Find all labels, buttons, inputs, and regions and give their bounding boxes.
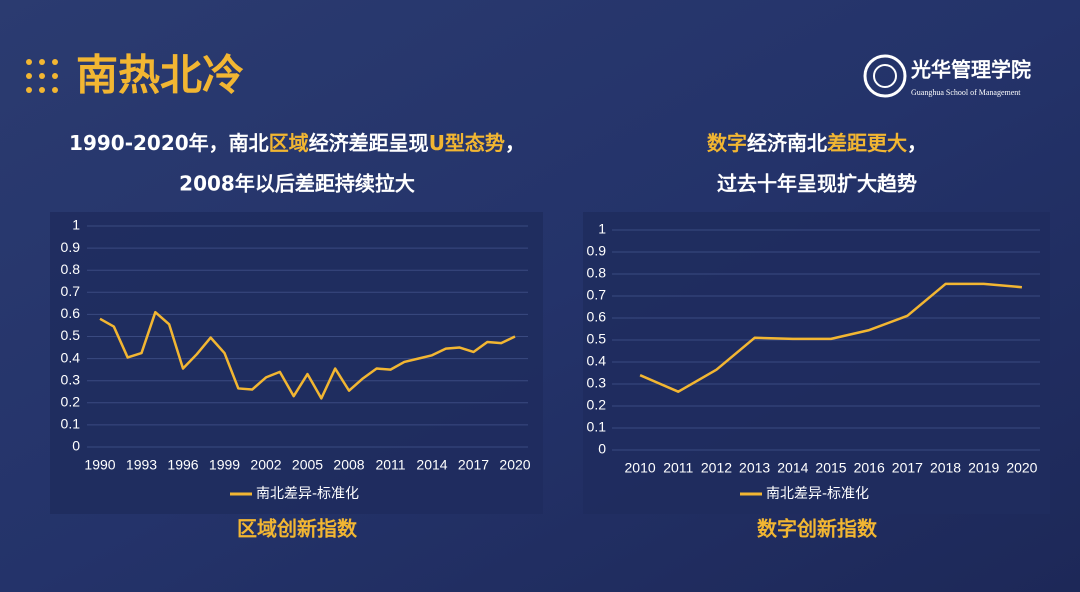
chart-caption: 区域创新指数 <box>237 517 358 541</box>
heading-segment: 1990-2020年，南北 <box>69 131 269 155</box>
y-tick-label: 0.4 <box>587 353 607 369</box>
y-tick-label: 0 <box>598 441 606 457</box>
data-line <box>99 310 516 400</box>
y-tick-label: 1 <box>598 221 606 237</box>
y-tick-label: 0.8 <box>61 261 81 277</box>
legend-label: 南北差异-标准化 <box>256 486 359 502</box>
y-tick-label: 0.7 <box>587 287 607 303</box>
x-tick-label: 2017 <box>458 457 489 473</box>
x-tick-label: 2008 <box>333 457 364 473</box>
y-tick-label: 0.3 <box>61 371 81 387</box>
heading-segment: 经济南北 <box>747 131 827 155</box>
x-tick-label: 2014 <box>777 460 808 476</box>
x-tick-label: 2020 <box>1006 460 1037 476</box>
x-tick-label: 2012 <box>701 460 732 476</box>
y-tick-label: 0 <box>72 438 80 454</box>
x-tick-label: 2019 <box>968 460 999 476</box>
x-tick-label: 2018 <box>930 460 961 476</box>
title-icon <box>26 59 58 93</box>
chart-caption: 数字创新指数 <box>757 517 878 541</box>
legend-label: 南北差异-标准化 <box>766 486 869 502</box>
heading-segment: 区域 <box>269 131 309 155</box>
y-tick-label: 0.5 <box>587 331 607 347</box>
x-tick-label: 2011 <box>663 460 693 476</box>
y-tick-label: 0.1 <box>61 416 81 432</box>
x-tick-label: 2020 <box>499 457 530 473</box>
y-tick-label: 0.5 <box>61 327 81 343</box>
y-tick-label: 0.7 <box>61 283 81 299</box>
x-tick-label: 2011 <box>375 457 405 473</box>
x-tick-label: 1999 <box>209 457 240 473</box>
heading-segment: 经济差距呈现 <box>309 131 429 155</box>
x-tick-label: 2017 <box>892 460 923 476</box>
x-tick-label: 2010 <box>625 460 656 476</box>
heading: 数字经济南北差距更大， <box>707 131 927 155</box>
x-tick-label: 1993 <box>126 457 157 473</box>
y-tick-label: 0.6 <box>61 305 81 321</box>
slide-title: 南热北冷 <box>76 51 244 100</box>
x-tick-label: 1990 <box>84 457 115 473</box>
chart-panel <box>583 212 1050 514</box>
y-tick-label: 0.2 <box>587 397 607 413</box>
x-tick-label: 2002 <box>250 457 281 473</box>
y-tick-label: 0.6 <box>587 309 607 325</box>
x-tick-label: 2015 <box>815 460 846 476</box>
y-tick-label: 0.2 <box>61 394 81 410</box>
y-tick-label: 1 <box>72 217 80 233</box>
x-tick-label: 1996 <box>167 457 198 473</box>
logo <box>863 54 907 98</box>
heading: 过去十年呈现扩大趋势 <box>717 172 917 196</box>
x-tick-label: 2013 <box>739 460 770 476</box>
heading-segment: ， <box>505 131 525 155</box>
y-tick-label: 0.8 <box>587 265 607 281</box>
y-tick-label: 0.4 <box>61 349 81 365</box>
heading-segment: 数字 <box>707 131 747 155</box>
x-tick-label: 2005 <box>292 457 323 473</box>
y-tick-label: 0.9 <box>587 243 607 259</box>
chart-panel <box>50 212 543 514</box>
heading-segment: ， <box>907 131 927 155</box>
x-tick-label: 2016 <box>854 460 885 476</box>
heading-segment: 差距更大 <box>827 131 907 155</box>
x-tick-label: 2014 <box>416 457 447 473</box>
logo-cn: 光华管理学院 <box>910 58 1031 82</box>
heading-segment: U型态势 <box>429 131 505 155</box>
heading: 1990-2020年，南北区域经济差距呈现U型态势， <box>69 131 525 155</box>
heading: 2008年以后差距持续拉大 <box>179 172 415 196</box>
logo-en: Guanghua School of Management <box>911 88 1021 97</box>
y-tick-label: 0.3 <box>587 375 607 391</box>
y-tick-label: 0.9 <box>61 239 81 255</box>
data-line <box>639 282 1023 393</box>
y-tick-label: 0.1 <box>587 419 607 435</box>
